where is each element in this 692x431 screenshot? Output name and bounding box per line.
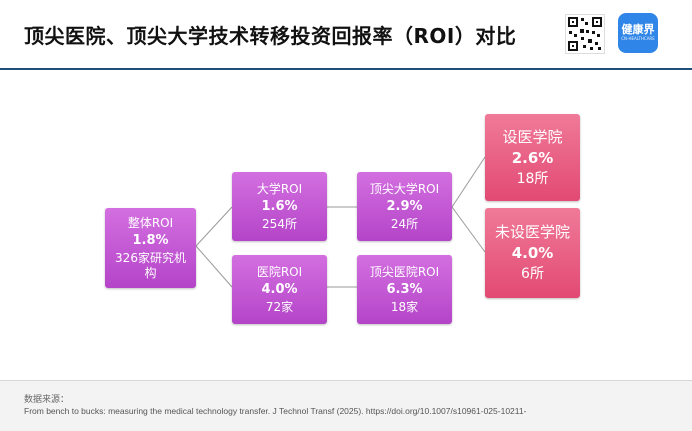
node-value: 2.6% — [511, 148, 554, 167]
connector-overall-hospital — [195, 245, 233, 288]
connector-lines — [195, 156, 486, 288]
node-count: 326家研究机构 — [115, 250, 186, 280]
footer: 数据来源： From bench to bucks: measuring the… — [0, 380, 692, 431]
connector-overall-university — [195, 206, 233, 247]
node-value: 4.0% — [261, 281, 298, 297]
node-label: 未设医学院 — [494, 223, 570, 241]
node-label: 大学ROI — [256, 181, 303, 196]
logo-text: 健康界 — [621, 23, 655, 36]
node-value: 1.6% — [261, 198, 298, 214]
page-title: 顶尖医院、顶尖大学技术转移投资回报率（ROI）对比 — [24, 24, 517, 48]
node-count: 24所 — [390, 216, 419, 231]
node-university-roi: 大学ROI 1.6% 254所 — [232, 172, 327, 241]
node-label: 顶尖大学ROI — [369, 181, 440, 196]
brand-logo: 健康界 CN-HEALTHCARE — [618, 13, 658, 53]
node-label: 设医学院 — [502, 127, 563, 146]
node-top-university-roi: 顶尖大学ROI 2.9% 24所 — [357, 172, 452, 241]
node-with-medical-school: 设医学院 2.6% 18所 — [485, 114, 580, 201]
node-value: 6.3% — [386, 281, 423, 297]
node-count: 18家 — [390, 299, 419, 314]
roi-tree-diagram: 整体ROI 1.8% 326家研究机构 大学ROI 1.6% 254所 医院RO… — [0, 72, 692, 372]
node-label: 顶尖医院ROI — [369, 264, 440, 279]
node-value: 2.9% — [386, 198, 423, 214]
source-label: 数据来源： — [24, 395, 70, 405]
node-label: 医院ROI — [256, 264, 303, 279]
node-count: 254所 — [262, 216, 297, 231]
node-count: 6所 — [521, 266, 544, 282]
node-count: 72家 — [265, 299, 294, 314]
qr-code-icon — [565, 14, 605, 54]
connector-top-university-with-med — [451, 156, 486, 208]
logo-subtext: CN-HEALTHCARE — [621, 36, 655, 41]
node-top-hospital-roi: 顶尖医院ROI 6.3% 18家 — [357, 255, 452, 324]
node-count: 18所 — [516, 170, 549, 187]
node-without-medical-school: 未设医学院 4.0% 6所 — [485, 208, 580, 298]
footer-divider — [0, 380, 692, 381]
node-value: 4.0% — [511, 244, 554, 262]
node-value: 1.8% — [132, 232, 169, 248]
source-citation: From bench to bucks: measuring the medic… — [24, 406, 527, 416]
connector-top-university-without-med — [451, 206, 486, 253]
node-overall-roi: 整体ROI 1.8% 326家研究机构 — [105, 208, 196, 288]
node-hospital-roi: 医院ROI 4.0% 72家 — [232, 255, 327, 324]
header: 顶尖医院、顶尖大学技术转移投资回报率（ROI）对比 健康界 CN-HEALTHC… — [0, 0, 692, 72]
node-label: 整体ROI — [127, 215, 174, 230]
header-divider — [0, 68, 692, 70]
